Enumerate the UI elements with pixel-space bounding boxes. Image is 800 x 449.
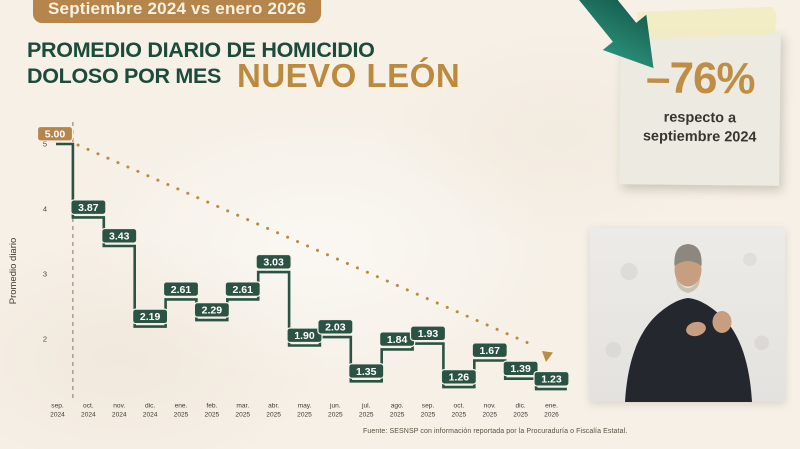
y-axis-title: Promedio diario [8, 238, 19, 305]
value-badge: 1.35 [348, 363, 385, 379]
date-range-badge: Septiembre 2024 vs enero 2026 [33, 0, 322, 23]
svg-text:3.03: 3.03 [263, 257, 284, 269]
svg-text:3.43: 3.43 [109, 231, 130, 243]
svg-text:1.26: 1.26 [449, 372, 470, 384]
value-badge: 3.87 [70, 199, 107, 216]
svg-text:1.35: 1.35 [356, 366, 377, 378]
value-badge: 2.61 [224, 281, 261, 297]
svg-text:2.61: 2.61 [233, 284, 254, 296]
x-axis-label: mar. 2025 [235, 403, 250, 419]
svg-text:2.03: 2.03 [325, 322, 346, 334]
value-badge: 2.19 [132, 308, 169, 325]
step-line [56, 142, 567, 391]
interpreter-body [625, 298, 752, 402]
x-axis-label: abr. 2025 [266, 403, 281, 419]
sign-language-interpreter-video [590, 228, 785, 402]
x-axis-label: dic. 2025 [513, 403, 528, 419]
x-axis-label: nov. 2025 [482, 403, 497, 419]
value-badge: 1.39 [502, 360, 539, 377]
svg-text:1.39: 1.39 [510, 363, 531, 375]
stat-caption-line-2: septiembre 2024 [642, 128, 757, 146]
y-tick-label: 5 [43, 140, 47, 149]
x-axis-label: ene. 2025 [174, 403, 189, 419]
date-range-label: Septiembre 2024 vs enero 2026 [48, 0, 307, 18]
interpreter-right-arm [712, 311, 735, 362]
svg-text:3.87: 3.87 [78, 202, 99, 214]
x-axis-label: oct. 2025 [452, 403, 467, 419]
title-line-2: DOLOSO POR MES [27, 64, 222, 88]
svg-text:1.90: 1.90 [294, 330, 315, 342]
trend-arrowhead-icon [542, 351, 553, 362]
interpreter-figure [625, 244, 752, 402]
x-axis-label: nov. 2024 [112, 403, 127, 419]
value-badge: 2.29 [193, 302, 230, 318]
x-axis-label: jun. 2025 [328, 403, 343, 419]
svg-text:1.84: 1.84 [387, 334, 408, 346]
svg-text:2.19: 2.19 [140, 311, 161, 323]
svg-text:1.67: 1.67 [480, 345, 501, 357]
region-name: NUEVO LEÓN [237, 57, 461, 94]
value-badge: 2.61 [162, 281, 200, 297]
trend-dotted-line [76, 143, 537, 348]
x-axis-label: ago. 2025 [390, 403, 405, 419]
x-axis-label: may. 2025 [297, 403, 312, 419]
x-axis-label: jul. 2025 [359, 403, 374, 419]
down-arrow-icon [558, 0, 654, 69]
value-badge: 2.03 [317, 318, 354, 335]
x-axis-label: oct. 2024 [81, 403, 96, 419]
y-tick-label: 2 [43, 335, 47, 344]
source-note: Fuente: SESNSP con información reportada… [363, 428, 628, 435]
value-badge: 1.90 [286, 327, 323, 344]
value-badge: 1.23 [533, 370, 570, 387]
stat-caption-line-1: respecto a [663, 109, 737, 127]
svg-text:5.00: 5.00 [45, 129, 66, 141]
page-title: PROMEDIO DIARIO DE HOMICIDIO DOLOSO POR … [27, 37, 375, 89]
x-axis: sep. 2024 oct. 2024 nov. 2024 dic. 2024 ene. 2025… [50, 403, 559, 419]
value-badge: 1.26 [440, 369, 477, 385]
value-badge: 3.03 [255, 253, 292, 270]
x-axis-label: ene. 2026 [544, 403, 559, 419]
svg-text:1.23: 1.23 [541, 374, 562, 386]
value-badge: 1.93 [409, 325, 447, 342]
svg-text:2.29: 2.29 [202, 305, 223, 317]
value-badge: 1.84 [379, 331, 416, 347]
x-axis-label: sep. 2024 [50, 403, 65, 419]
value-badge: 3.43 [101, 227, 138, 244]
interpreter-beard [676, 278, 700, 293]
svg-text:2.61: 2.61 [171, 284, 192, 296]
y-tick-label: 3 [43, 270, 47, 279]
x-axis-label: sep. 2025 [421, 403, 436, 419]
stat-caption: respecto a septiembre 2024 [620, 108, 780, 148]
svg-text:1.93: 1.93 [418, 328, 439, 340]
value-badges: 5.00 3.87 3.43 2.19 2.61 2.29 2.61 3.03 1.90 2.03… [36, 125, 570, 387]
x-axis-label: feb. 2025 [205, 403, 220, 419]
interpreter-left-arm [646, 321, 706, 343]
interpreter-hair [674, 244, 702, 266]
y-axis: 2 3 4 5 Promedio diario [8, 140, 47, 344]
y-tick-label: 4 [43, 205, 47, 214]
title-line-1: PROMEDIO DIARIO DE HOMICIDIO [27, 38, 375, 62]
value-badge: 5.00 [36, 125, 74, 142]
x-axis-label: dic. 2024 [143, 403, 158, 419]
value-badge: 1.67 [471, 342, 508, 359]
